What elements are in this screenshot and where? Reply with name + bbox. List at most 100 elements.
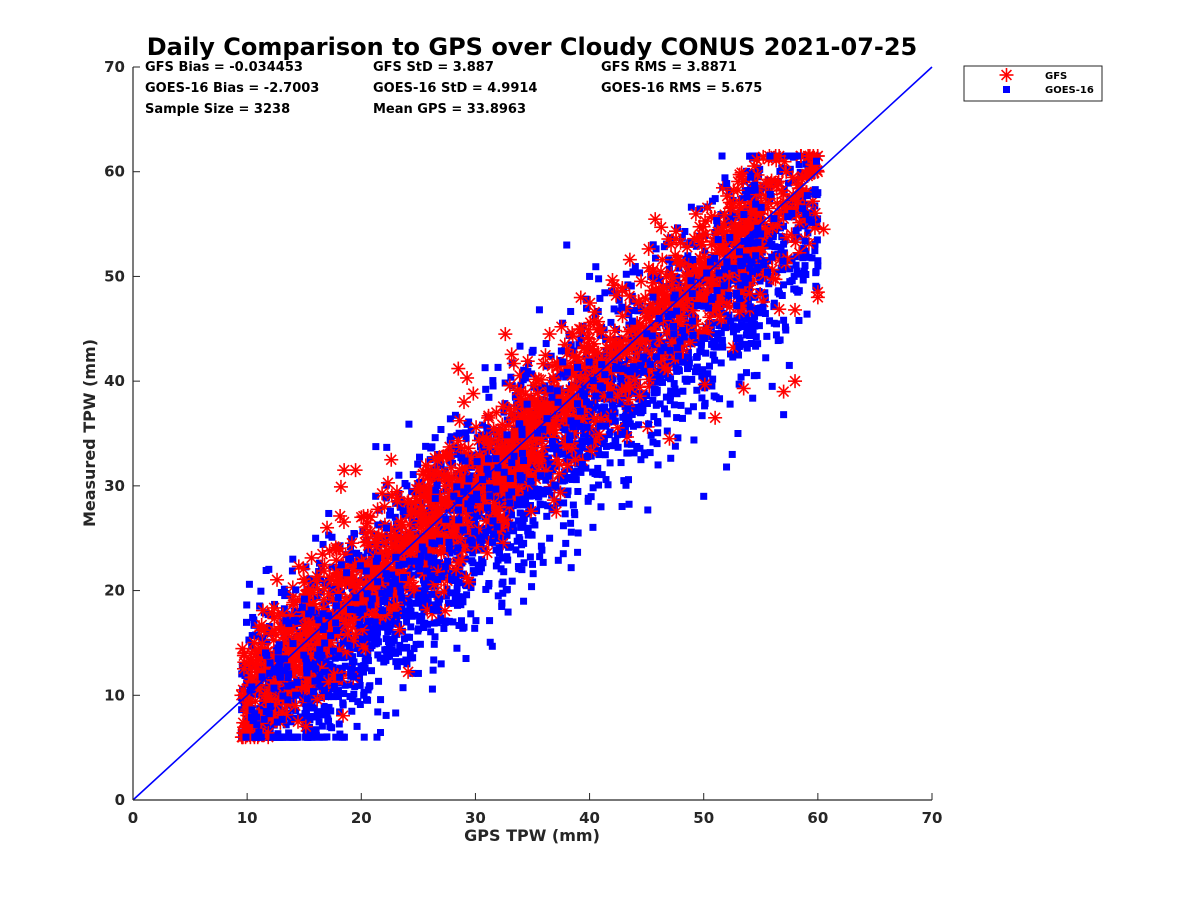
goes16-point bbox=[279, 648, 287, 656]
goes16-point bbox=[488, 642, 496, 650]
goes16-point bbox=[373, 634, 381, 642]
goes16-point bbox=[747, 340, 755, 348]
gfs-point bbox=[673, 235, 688, 250]
goes16-point bbox=[689, 403, 697, 411]
goes16-point bbox=[702, 349, 710, 357]
goes16-point bbox=[615, 296, 623, 304]
goes16-point bbox=[663, 427, 671, 435]
gfs-point bbox=[296, 561, 311, 576]
goes16-point bbox=[654, 419, 662, 427]
goes16-point bbox=[345, 634, 353, 642]
goes16-point bbox=[811, 202, 819, 210]
gfs-point bbox=[810, 290, 825, 305]
goes16-point bbox=[507, 373, 515, 381]
goes16-point bbox=[399, 684, 407, 692]
goes16-point bbox=[482, 585, 490, 593]
goes16-point bbox=[728, 450, 736, 458]
gfs-point bbox=[496, 536, 511, 551]
goes16-point bbox=[627, 440, 635, 448]
goes16-point bbox=[775, 287, 783, 295]
gfs-point bbox=[491, 426, 506, 441]
goes16-point bbox=[383, 621, 391, 629]
goes16-point bbox=[351, 530, 359, 538]
gfs-point bbox=[788, 302, 803, 317]
goes16-point bbox=[508, 511, 516, 519]
goes16-point bbox=[516, 550, 524, 558]
goes16-point bbox=[596, 294, 604, 302]
goes16-point bbox=[577, 441, 585, 449]
goes16-point bbox=[348, 707, 356, 715]
goes16-point bbox=[639, 402, 647, 410]
goes16-point bbox=[426, 456, 434, 464]
goes16-point bbox=[656, 371, 664, 379]
goes16-point bbox=[499, 589, 507, 597]
goes16-point bbox=[759, 274, 767, 282]
goes16-point bbox=[698, 394, 706, 402]
goes16-point bbox=[428, 685, 436, 693]
goes16-point bbox=[514, 517, 522, 525]
goes16-point bbox=[803, 310, 811, 318]
goes16-point bbox=[463, 420, 471, 428]
goes16-point bbox=[655, 367, 663, 375]
gfs-point bbox=[582, 295, 597, 310]
goes16-point bbox=[360, 691, 368, 699]
goes16-point bbox=[652, 343, 660, 351]
goes16-point bbox=[671, 442, 679, 450]
goes16-point bbox=[324, 577, 332, 585]
goes16-point bbox=[358, 635, 366, 643]
goes16-point bbox=[779, 266, 787, 274]
gfs-point bbox=[395, 517, 410, 532]
goes16-point bbox=[471, 624, 479, 632]
goes16-point bbox=[813, 284, 821, 292]
goes16-point bbox=[567, 519, 575, 527]
goes16-point bbox=[483, 448, 491, 456]
gfs-point bbox=[549, 504, 564, 519]
goes16-point bbox=[565, 405, 573, 413]
goes16-point bbox=[624, 305, 632, 313]
goes16-point bbox=[733, 325, 741, 333]
goes16-point bbox=[407, 607, 415, 615]
goes16-point bbox=[795, 316, 803, 324]
gfs-point bbox=[700, 200, 715, 215]
goes16-point bbox=[717, 359, 725, 367]
goes16-point bbox=[593, 470, 601, 478]
goes16-point bbox=[452, 574, 460, 582]
goes16-point bbox=[664, 323, 672, 331]
goes16-point bbox=[613, 431, 621, 439]
goes16-point bbox=[802, 247, 810, 255]
goes16-point bbox=[520, 597, 528, 605]
gfs-point bbox=[547, 373, 562, 388]
goes16-point bbox=[785, 361, 793, 369]
goes16-point bbox=[319, 540, 327, 548]
gfs-point bbox=[648, 212, 663, 227]
gfs-point bbox=[379, 543, 394, 558]
goes16-point bbox=[489, 382, 497, 390]
goes16-point bbox=[673, 390, 681, 398]
goes16-point bbox=[312, 609, 320, 617]
goes16-point bbox=[629, 268, 637, 276]
goes16-point bbox=[489, 377, 497, 385]
goes16-point bbox=[625, 321, 633, 329]
gfs-point bbox=[668, 248, 683, 263]
goes16-point bbox=[667, 375, 675, 383]
goes16-point bbox=[526, 484, 534, 492]
goes16-point bbox=[667, 387, 675, 395]
goes16-point bbox=[733, 314, 741, 322]
goes16-point bbox=[746, 303, 754, 311]
goes16-point bbox=[723, 463, 731, 471]
goes16-point bbox=[577, 335, 585, 343]
gfs-point bbox=[316, 592, 331, 607]
goes16-point bbox=[630, 408, 638, 416]
goes16-point bbox=[513, 537, 521, 545]
gfs-point bbox=[259, 686, 274, 701]
goes16-point bbox=[309, 728, 317, 736]
gfs-point bbox=[392, 622, 407, 637]
goes16-point bbox=[600, 403, 608, 411]
goes16-point bbox=[471, 515, 479, 523]
goes16-point bbox=[657, 363, 665, 371]
goes16-point bbox=[398, 612, 406, 620]
gfs-point bbox=[451, 361, 466, 376]
gfs-point bbox=[688, 206, 703, 221]
gfs-point bbox=[256, 623, 271, 638]
goes16-point bbox=[374, 521, 382, 529]
